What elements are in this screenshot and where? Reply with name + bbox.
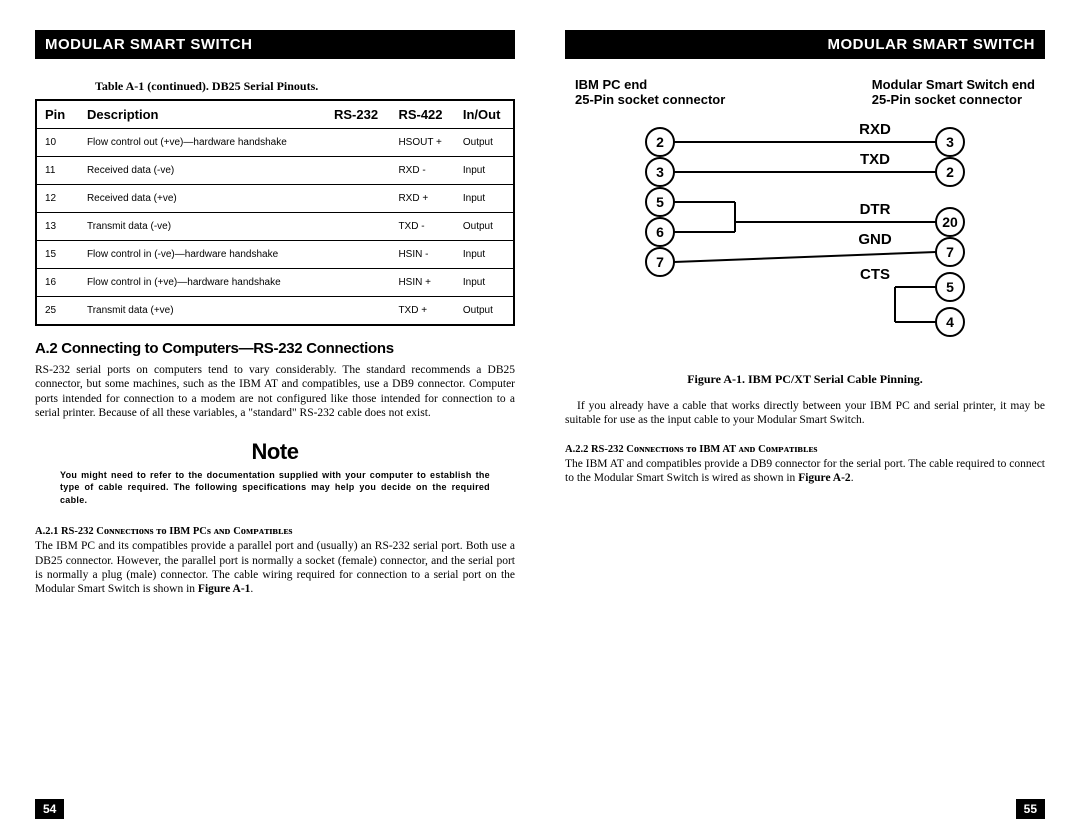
sub-a22-title: A.2.2 RS-232 Cᴏɴɴᴇᴄᴛɪᴏɴs ᴛᴏ IBM AT ᴀɴᴅ C…: [565, 444, 1045, 455]
cell-pin: 12: [36, 185, 79, 213]
th-pin: Pin: [36, 100, 79, 129]
cell-rs232: [326, 185, 390, 213]
page-number-left: 54: [35, 799, 64, 819]
svg-text:6: 6: [656, 224, 664, 240]
svg-text:TXD: TXD: [860, 151, 890, 168]
svg-text:DTR: DTR: [860, 201, 891, 218]
page-left: MODULAR SMART SWITCH Table A-1 (continue…: [35, 30, 515, 819]
cell-rs232: [326, 241, 390, 269]
cell-pin: 13: [36, 213, 79, 241]
table-row: 10Flow control out (+ve)—hardware handsh…: [36, 129, 514, 157]
svg-text:GND: GND: [858, 231, 892, 248]
svg-text:2: 2: [946, 164, 954, 180]
right-para1: If you already have a cable that works d…: [565, 399, 1045, 428]
cell-pin: 16: [36, 269, 79, 297]
sub-a21-title: A.2.1 RS-232 Cᴏɴɴᴇᴄᴛɪᴏɴs ᴛᴏ IBM PCs ᴀɴᴅ …: [35, 526, 515, 537]
sub-a22-post: .: [851, 472, 854, 484]
svg-text:7: 7: [656, 254, 664, 270]
note-body: You might need to refer to the documenta…: [60, 469, 490, 507]
section-a2-body: RS-232 serial ports on computers tend to…: [35, 363, 515, 421]
svg-text:4: 4: [946, 314, 954, 330]
th-rs422: RS-422: [390, 100, 454, 129]
cell-rs422: HSOUT +: [390, 129, 454, 157]
cell-rs422: TXD +: [390, 297, 454, 326]
cell-rs232: [326, 297, 390, 326]
table-row: 13Transmit data (-ve) TXD -Output: [36, 213, 514, 241]
sub-a21-body: The IBM PC and its compatibles provide a…: [35, 539, 515, 597]
svg-text:RXD: RXD: [859, 121, 891, 138]
diagram-right-h1: Modular Smart Switch end: [872, 77, 1035, 92]
cell-desc: Received data (-ve): [79, 157, 326, 185]
page-number-right: 55: [1016, 799, 1045, 819]
cell-desc: Flow control out (+ve)—hardware handshak…: [79, 129, 326, 157]
pinout-table: Pin Description RS-232 RS-422 In/Out 10F…: [35, 99, 515, 326]
th-rs232: RS-232: [326, 100, 390, 129]
page-right: MODULAR SMART SWITCH IBM PC end 25-Pin s…: [565, 30, 1045, 819]
svg-text:2: 2: [656, 134, 664, 150]
sub-a22-ref: Figure A-2: [798, 472, 851, 484]
svg-text:7: 7: [946, 244, 954, 260]
svg-text:3: 3: [656, 164, 664, 180]
cell-rs232: [326, 157, 390, 185]
diagram-left-h2: 25-Pin socket connector: [575, 92, 725, 107]
th-desc: Description: [79, 100, 326, 129]
cell-io: Input: [455, 185, 514, 213]
table-row: 16Flow control in (+ve)—hardware handsha…: [36, 269, 514, 297]
cell-desc: Flow control in (-ve)—hardware handshake: [79, 241, 326, 269]
cell-io: Input: [455, 269, 514, 297]
table-header-row: Pin Description RS-232 RS-422 In/Out: [36, 100, 514, 129]
cell-rs422: TXD -: [390, 213, 454, 241]
cell-desc: Received data (+ve): [79, 185, 326, 213]
header-bar-right: MODULAR SMART SWITCH: [565, 30, 1045, 59]
note-heading: Note: [35, 439, 515, 465]
header-bar-left: MODULAR SMART SWITCH: [35, 30, 515, 59]
sub-a21-pre: The IBM PC and its compatibles provide a…: [35, 540, 515, 595]
cell-desc: Flow control in (+ve)—hardware handshake: [79, 269, 326, 297]
cell-io: Input: [455, 241, 514, 269]
svg-text:3: 3: [946, 134, 954, 150]
cell-desc: Transmit data (+ve): [79, 297, 326, 326]
cell-rs232: [326, 213, 390, 241]
cell-rs232: [326, 269, 390, 297]
table-caption: Table A-1 (continued). DB25 Serial Pinou…: [95, 79, 515, 94]
cell-io: Input: [455, 157, 514, 185]
figure-caption: Figure A-1. IBM PC/XT Serial Cable Pinni…: [565, 372, 1045, 387]
diagram-left-h1: IBM PC end: [575, 77, 725, 92]
sub-a21-ref: Figure A-1: [198, 583, 251, 595]
cell-pin: 25: [36, 297, 79, 326]
diagram-headers: IBM PC end 25-Pin socket connector Modul…: [575, 77, 1035, 107]
cell-io: Output: [455, 129, 514, 157]
cell-pin: 10: [36, 129, 79, 157]
cell-rs422: HSIN -: [390, 241, 454, 269]
svg-text:CTS: CTS: [860, 266, 890, 283]
cell-io: Output: [455, 213, 514, 241]
wiring-diagram: RXD TXD DTR GND CTS 2 3 5 6 7 3 2 20 7 5 4: [605, 112, 1005, 362]
table-row: 15Flow control in (-ve)—hardware handsha…: [36, 241, 514, 269]
cell-pin: 11: [36, 157, 79, 185]
table-row: 25Transmit data (+ve) TXD +Output: [36, 297, 514, 326]
cell-desc: Transmit data (-ve): [79, 213, 326, 241]
table-row: 11Received data (-ve) RXD -Input: [36, 157, 514, 185]
th-io: In/Out: [455, 100, 514, 129]
cell-io: Output: [455, 297, 514, 326]
cell-pin: 15: [36, 241, 79, 269]
table-row: 12Received data (+ve) RXD +Input: [36, 185, 514, 213]
sub-a21-post: .: [250, 583, 253, 595]
svg-text:5: 5: [946, 279, 954, 295]
cell-rs422: HSIN +: [390, 269, 454, 297]
svg-text:20: 20: [942, 214, 958, 230]
cell-rs232: [326, 129, 390, 157]
diagram-right-h2: 25-Pin socket connector: [872, 92, 1035, 107]
svg-text:5: 5: [656, 194, 664, 210]
section-a2-title: A.2 Connecting to Computers—RS-232 Conne…: [35, 340, 515, 357]
sub-a22-body: The IBM AT and compatibles provide a DB9…: [565, 457, 1045, 486]
cell-rs422: RXD +: [390, 185, 454, 213]
cell-rs422: RXD -: [390, 157, 454, 185]
